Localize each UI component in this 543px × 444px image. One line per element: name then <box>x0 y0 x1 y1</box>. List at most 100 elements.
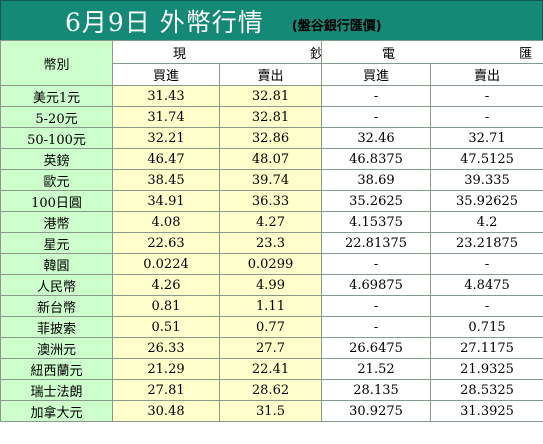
currency-column-header: 幣別 <box>0 40 113 86</box>
table-row: 50-100元 32.21 32.86 32.46 32.71 <box>0 127 543 149</box>
currency-cell: 澳洲元 <box>0 337 113 359</box>
currency-cell: 英鎊 <box>0 148 113 170</box>
currency-cell: 100日圓 <box>0 190 113 212</box>
currency-cell: 新台幣 <box>0 295 113 317</box>
tt-sell-cell: - <box>430 85 543 107</box>
cash-buy-cell: 0.51 <box>112 316 220 338</box>
tt-sell-cell: - <box>430 253 543 275</box>
tt-buy-cell: 22.81375 <box>321 232 432 254</box>
cash-buy-header: 買進 <box>112 63 220 86</box>
table-row: 5-20元 31.74 32.81- - <box>0 106 543 128</box>
table-row: 英鎊 46.47 48.07 46.8375 47.5125 <box>0 148 543 170</box>
currency-cell: 5-20元 <box>0 106 113 128</box>
tt-buy-cell: - <box>321 295 432 317</box>
currency-cell: 50-100元 <box>0 127 113 149</box>
cash-sell-cell: 4.27 <box>218 211 323 233</box>
cash-sell-cell: 36.33 <box>218 190 323 212</box>
cash-sell-cell: 0.0299 <box>218 253 323 275</box>
cash-sell-cell: 39.74 <box>218 169 323 191</box>
header-row-sub: 買進 賣出 買進 賣出 <box>1 63 543 86</box>
cash-sell-cell: 31.5 <box>218 400 323 422</box>
cash-buy-cell: 26.33 <box>112 337 220 359</box>
cash-buy-cell: 4.26 <box>112 274 220 296</box>
cash-buy-cell: 4.08 <box>112 211 220 233</box>
tt-sell-cell: 4.2 <box>430 211 543 233</box>
tt-sell-cell: 4.8475 <box>430 274 543 296</box>
currency-cell: 港幣 <box>0 211 113 233</box>
tt-sell-cell: 0.715 <box>430 316 543 338</box>
table-row: 歐元 38.45 39.74 38.69 39.335 <box>0 169 543 191</box>
tt-sell-cell: 23.21875 <box>430 232 543 254</box>
table-row: 港幣 4.08 4.27 4.15375 4.2 <box>0 211 543 233</box>
tt-sell-cell: 28.5325 <box>430 379 543 401</box>
cash-buy-cell: 38.45 <box>112 169 220 191</box>
tt-buy-cell: 4.69875 <box>321 274 432 296</box>
tt-buy-cell: 30.9275 <box>321 400 432 422</box>
cash-sell-cell: 27.7 <box>218 337 323 359</box>
cash-sell-cell: 22.41 <box>218 358 323 380</box>
title-bar: 6月9日 外幣行情 (盤谷銀行匯價) <box>0 0 543 41</box>
cash-buy-cell: 30.48 <box>112 400 220 422</box>
tt-sell-cell: - <box>430 295 543 317</box>
exchange-rate-table: 幣別 現 鈔 電 匯 買進 賣出 買進 賣出 美元1元31.4332.81--5… <box>0 40 543 422</box>
tt-group-header: 電 匯 <box>321 40 543 64</box>
table-row: 澳洲元 26.33 27.7 26.6475 27.1175 <box>0 337 543 359</box>
tt-buy-cell: 46.8375 <box>321 148 432 170</box>
cash-buy-cell: 0.0224 <box>112 253 220 275</box>
cash-sell-cell: 32.81 <box>218 106 323 128</box>
cash-buy-cell: 27.81 <box>112 379 220 401</box>
cash-buy-cell: 0.81 <box>112 295 220 317</box>
currency-cell: 美元1元 <box>0 85 113 107</box>
tt-buy-cell: - <box>321 85 432 107</box>
tt-buy-cell: 32.46 <box>321 127 432 149</box>
cash-buy-cell: 21.29 <box>112 358 220 380</box>
cash-sell-cell: 32.81 <box>218 85 323 107</box>
table-row: 菲披索 0.51 0.77-0.715 <box>0 316 543 338</box>
cash-buy-cell: 46.47 <box>112 148 220 170</box>
cash-buy-cell: 32.21 <box>112 127 220 149</box>
currency-cell: 菲披索 <box>0 316 113 338</box>
tt-sell-cell: 32.71 <box>430 127 543 149</box>
cash-sell-cell: 32.86 <box>218 127 323 149</box>
cash-sell-cell: 4.99 <box>218 274 323 296</box>
cash-group-header: 現 鈔 <box>111 40 323 64</box>
currency-cell: 韓圓 <box>0 253 113 275</box>
page-title: 6月9日 外幣行情 <box>65 7 264 37</box>
table-row: 加拿大元 30.48 31.5 30.9275 31.3925 <box>0 400 543 422</box>
tt-buy-cell: 35.2625 <box>321 190 432 212</box>
tt-sell-cell: - <box>430 106 543 128</box>
currency-cell: 紐西蘭元 <box>0 358 113 380</box>
cash-sell-cell: 48.07 <box>218 148 323 170</box>
cash-buy-cell: 31.43 <box>112 85 220 107</box>
tt-sell-header: 賣出 <box>430 63 543 86</box>
tt-buy-cell: 4.15375 <box>321 211 432 233</box>
tt-buy-cell: 26.6475 <box>321 337 432 359</box>
cash-buy-cell: 31.74 <box>112 106 220 128</box>
cash-sell-header: 賣出 <box>218 63 323 86</box>
tt-sell-cell: 47.5125 <box>430 148 543 170</box>
table-row: 韓圓 0.0224 0.0299- - <box>0 253 543 275</box>
currency-cell: 加拿大元 <box>0 400 113 422</box>
table-row: 新台幣 0.81 1.11- - <box>0 295 543 317</box>
tt-sell-cell: 27.1175 <box>430 337 543 359</box>
rate-table-body: 幣別 現 鈔 電 匯 買進 賣出 買進 賣出 美元1元31.4332.81--5… <box>0 40 543 422</box>
page-subtitle: (盤谷銀行匯價) <box>291 19 382 34</box>
tt-buy-cell: - <box>321 106 432 128</box>
table-row: 人民幣 4.26 4.99 4.69875 4.8475 <box>0 274 543 296</box>
tt-buy-cell: 21.52 <box>321 358 432 380</box>
currency-cell: 瑞士法朗 <box>0 379 113 401</box>
tt-sell-cell: 31.3925 <box>430 400 543 422</box>
table-row: 紐西蘭元 21.29 22.41 21.52 21.9325 <box>0 358 543 380</box>
tt-sell-cell: 35.92625 <box>430 190 543 212</box>
currency-cell: 歐元 <box>0 169 113 191</box>
cash-buy-cell: 22.63 <box>112 232 220 254</box>
tt-buy-cell: 38.69 <box>321 169 432 191</box>
header-row-groups: 幣別 現 鈔 電 匯 <box>0 40 543 86</box>
tt-buy-header: 買進 <box>321 63 432 86</box>
cash-sell-cell: 23.3 <box>218 232 323 254</box>
cash-buy-cell: 34.91 <box>112 190 220 212</box>
currency-cell: 星元 <box>0 232 113 254</box>
tt-buy-cell: 28.135 <box>321 379 432 401</box>
tt-buy-cell: - <box>321 316 432 338</box>
